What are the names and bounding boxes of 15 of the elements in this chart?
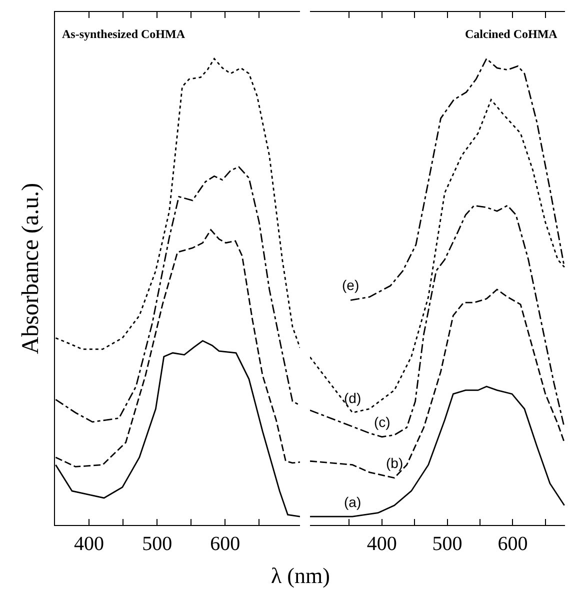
x-tick-label: 500: [432, 533, 462, 555]
x-axis-title: λ (nm): [271, 563, 330, 588]
series-label: (b): [386, 455, 404, 471]
x-tick-label: 600: [498, 533, 528, 555]
series-label: (d): [344, 390, 362, 406]
series-label: (c): [374, 414, 390, 430]
text: As-synthesized CoHMA: [62, 27, 186, 41]
x-tick-label: 600: [210, 533, 240, 555]
text: Calcined CoHMA: [465, 27, 558, 41]
series-label: (a): [344, 494, 362, 510]
y-axis-title: Absorbance (a.u.): [18, 182, 44, 354]
x-tick-label: 400: [366, 533, 397, 555]
series-label: (e): [342, 277, 360, 293]
x-tick-label: 400: [74, 533, 104, 555]
x-tick-label: 500: [142, 533, 172, 555]
